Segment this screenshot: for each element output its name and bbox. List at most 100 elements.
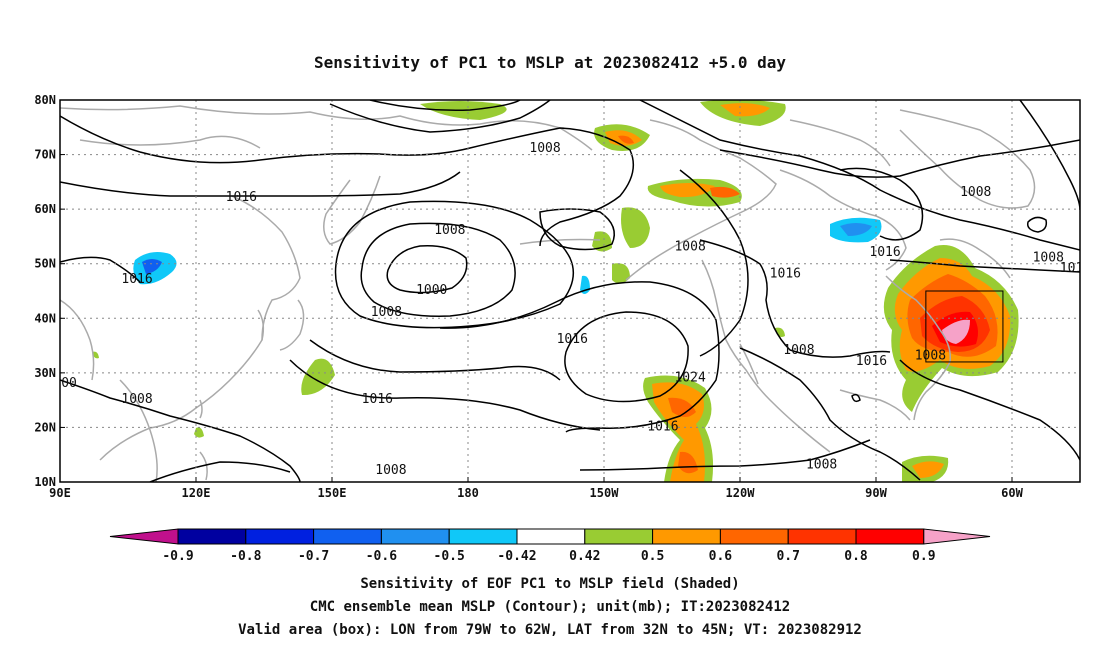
axis-ticks	[59, 99, 1013, 483]
coast-taiwan	[199, 399, 203, 419]
lat-label: 70N	[34, 148, 56, 162]
lat-label: 20N	[34, 420, 56, 434]
coast-na-west	[701, 259, 831, 453]
valid-area-box	[925, 290, 1004, 363]
contour-1016-subtropical-high	[439, 281, 720, 433]
contour-label: 1016	[121, 272, 152, 287]
contour-arctic-ring	[639, 100, 1080, 251]
figure-title: Sensitivity of PC1 to MSLP at 2023082412…	[314, 53, 786, 72]
colorbar-segment	[177, 528, 247, 545]
contour-na-loop	[839, 167, 924, 241]
contour-label: 1016	[869, 245, 900, 260]
shade-orange-60n-b	[710, 186, 740, 198]
lat-label: 80N	[34, 93, 56, 107]
coast-arctic-islands	[789, 119, 891, 167]
contour-1008-monsoon	[149, 461, 291, 482]
contour-small-low-atlantic	[1026, 216, 1048, 233]
contour-label: 1008	[1033, 250, 1064, 265]
mslp-contours	[60, 100, 1080, 482]
coast-inland-asia	[79, 135, 261, 149]
contour-label: 1008	[806, 458, 837, 473]
contour-1008-arctic	[60, 115, 635, 247]
contour-1016-atlantic	[889, 259, 1080, 273]
lon-label: 90E	[49, 486, 71, 500]
contour-1016-na	[699, 239, 891, 358]
contour-label: 00	[61, 376, 77, 391]
contour-1008-arctic-inner	[329, 100, 551, 133]
coast-alaska	[625, 119, 777, 281]
colorbar-tick-label: 0.5	[641, 549, 664, 564]
colorbar-tick-label: -0.42	[497, 549, 536, 564]
contour-label: 1024	[674, 370, 705, 385]
contour-label: 1016	[770, 267, 801, 282]
colorbar-segment	[516, 528, 586, 545]
contour-label: 1016	[362, 392, 393, 407]
colorbar-tick-label: 0.6	[709, 549, 733, 564]
shade-orange-caribbean	[912, 461, 944, 478]
coastlines	[60, 105, 1036, 482]
colorbar-labels: -0.9 -0.8 -0.7 -0.6 -0.5 -0.42 0.42 0.5 0.6 0.7 0.…	[162, 549, 935, 564]
contour-1024-subtropical-high	[564, 311, 689, 403]
shade-orange-arctic-east	[720, 103, 770, 117]
contour-label: 1016	[1060, 261, 1091, 276]
colorbar-tick-label: 0.7	[776, 549, 799, 564]
colorbar-segment	[787, 528, 857, 545]
caption-line-2: CMC ensemble mean MSLP (Contour); unit(m…	[310, 599, 790, 615]
colorbar-segment	[855, 528, 925, 545]
sensitivity-shading	[92, 100, 1019, 482]
contour-1016-pacific-long	[309, 339, 561, 381]
lon-label: 150W	[590, 486, 620, 500]
lat-label: 50N	[34, 257, 56, 271]
map-gridlines	[60, 100, 1080, 482]
colorbar-tick-label: -0.7	[298, 549, 329, 564]
contour-1016-atlantic-south	[899, 359, 1080, 461]
contour-label: 1016	[856, 354, 887, 369]
colorbar-under-arrow	[109, 528, 179, 545]
contour-label: 1016	[557, 332, 588, 347]
contour-label: 1008	[375, 463, 406, 478]
colorbar-segment	[584, 528, 654, 545]
contour-label: 1008	[121, 392, 152, 407]
coast-labrador	[939, 238, 1011, 279]
coast-japan	[279, 299, 305, 351]
colorbar-segment	[245, 528, 315, 545]
contour-label: 1008	[960, 185, 991, 200]
colorbar-tick-label: -0.5	[434, 549, 465, 564]
colorbar-tick-label: 0.9	[912, 549, 935, 564]
shade-green-baja	[775, 327, 785, 337]
colorbar-over-arrow	[923, 528, 991, 545]
colorbar-tick-label: -0.8	[230, 549, 261, 564]
contour-label: 1016	[647, 419, 678, 434]
colorbar	[109, 528, 991, 545]
colorbar-segment	[313, 528, 382, 545]
coast-indochina	[119, 379, 158, 482]
coast-siberia	[60, 105, 593, 151]
colorbar-tick-label: -0.9	[162, 549, 193, 564]
shade-red-hawaii-region	[668, 397, 696, 417]
shade-blue-asia-core	[142, 259, 162, 274]
colorbar-segment	[380, 528, 450, 545]
coast-india	[60, 299, 95, 381]
coast-greenland	[899, 109, 1036, 209]
contour-label: 1008	[529, 141, 560, 156]
contour-1000-aleutian-low	[386, 245, 468, 294]
longitude-labels: 90E 120E 150E 180 150W 120W 90W 60W	[49, 486, 1023, 500]
contour-label: 1008	[915, 348, 946, 363]
lon-label: 90W	[865, 486, 887, 500]
lon-label: 120E	[182, 486, 211, 500]
contour-1016-equatorial	[289, 359, 601, 431]
shade-green-alaska	[621, 207, 650, 248]
contour-label: 1008	[783, 343, 814, 358]
lat-label: 40N	[34, 311, 56, 325]
colorbar-segment	[652, 528, 721, 545]
contour-1016-aleutian-low	[334, 200, 575, 329]
coast-gulf-mexico	[839, 389, 911, 421]
caption-line-3: Valid area (box): LON from 79W to 62W, L…	[238, 622, 862, 638]
contour-label: 1016	[226, 190, 257, 205]
contour-label: 1000	[416, 283, 447, 298]
contour-label: 1008	[674, 239, 705, 254]
contour-1008-aleutian-low	[360, 222, 516, 317]
